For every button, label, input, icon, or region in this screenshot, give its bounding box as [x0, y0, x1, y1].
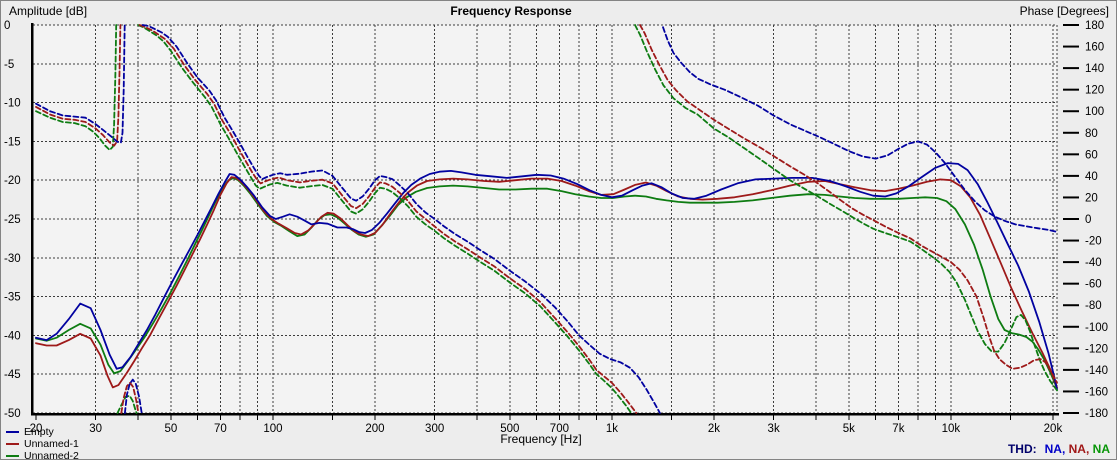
svg-text:-25: -25 — [4, 214, 21, 226]
x-axis-labels: 20 30 50 70 100 200 300 500 700 1k 2k 3k 5k 7k 10k 20k — [30, 423, 1063, 435]
curve-unnamed-2-phase — [35, 24, 118, 151]
svg-text:-15: -15 — [4, 136, 21, 148]
thd-separator: , — [1061, 442, 1069, 456]
phase-axis-title: Phase [Degrees] — [1019, 4, 1109, 18]
amplitude-axis-title: Amplitude [dB] — [9, 4, 88, 18]
thd-value-1: NA — [1068, 442, 1086, 456]
svg-text:-10: -10 — [4, 98, 21, 110]
svg-text:200: 200 — [365, 423, 384, 435]
curve-unnamed-1-phase — [120, 381, 140, 414]
svg-text:-5: -5 — [4, 59, 14, 71]
svg-text:20: 20 — [30, 423, 43, 435]
svg-text:2k: 2k — [708, 423, 720, 435]
x-axis-ticks — [35, 415, 1054, 420]
svg-text:-120: -120 — [1085, 343, 1108, 355]
legend-item-unnamed-1: Unnamed-1 — [6, 438, 79, 450]
chart-title: Frequency Response — [450, 4, 572, 18]
svg-text:-100: -100 — [1085, 322, 1108, 334]
svg-text:300: 300 — [425, 423, 444, 435]
svg-text:-30: -30 — [4, 253, 21, 265]
legend-swatch-unnamed-2 — [6, 455, 19, 457]
svg-text:0: 0 — [4, 20, 10, 32]
curve-unnamed-2-amplitude — [35, 177, 1058, 390]
curve-unnamed-1-phase — [35, 24, 122, 147]
legend-swatch-empty — [6, 431, 19, 433]
svg-text:70: 70 — [214, 423, 227, 435]
thd-separator: , — [1085, 442, 1093, 456]
svg-text:120: 120 — [1085, 85, 1104, 97]
svg-text:-160: -160 — [1085, 386, 1108, 398]
curve-empty-phase — [35, 24, 126, 144]
svg-text:180: 180 — [1085, 20, 1104, 32]
curve-unnamed-1-phase — [639, 24, 1058, 384]
phase-axis-labels: 180 160 140 120 100 80 60 40 20 0 -20 -40 -60 -80 -100… — [1085, 20, 1108, 420]
svg-text:-20: -20 — [1085, 236, 1102, 248]
svg-text:10k: 10k — [942, 423, 961, 435]
legend-item-empty: Empty — [6, 426, 79, 438]
svg-text:3k: 3k — [768, 423, 780, 435]
thd-value-0: NA — [1044, 442, 1062, 456]
svg-text:-45: -45 — [4, 369, 21, 381]
svg-text:-35: -35 — [4, 292, 21, 304]
legend-label-unnamed-2: Unnamed-2 — [24, 450, 79, 460]
legend: Empty Unnamed-1 Unnamed-2 — [6, 426, 79, 460]
svg-text:100: 100 — [1085, 106, 1104, 118]
legend-swatch-unnamed-1 — [6, 443, 19, 445]
curve-unnamed-2-phase — [137, 24, 633, 414]
curve-unnamed-2-phase — [634, 24, 1058, 392]
svg-text:160: 160 — [1085, 42, 1104, 54]
thd-values: NA, NA, NA — [1045, 442, 1110, 456]
svg-text:-80: -80 — [1085, 300, 1102, 312]
svg-text:50: 50 — [164, 423, 177, 435]
curve-empty-phase — [662, 26, 1058, 233]
svg-text:-180: -180 — [1085, 408, 1108, 420]
svg-text:40: 40 — [1085, 171, 1098, 183]
svg-text:-140: -140 — [1085, 365, 1108, 377]
svg-text:-40: -40 — [1085, 257, 1102, 269]
svg-text:60: 60 — [1085, 149, 1098, 161]
svg-text:140: 140 — [1085, 63, 1104, 75]
phase-axis-ticks — [1063, 24, 1079, 414]
svg-text:7k: 7k — [892, 423, 904, 435]
svg-text:20: 20 — [1085, 192, 1098, 204]
svg-text:1k: 1k — [606, 423, 618, 435]
thd-label: THD: — [1007, 442, 1037, 456]
curve-unnamed-1-phase — [138, 24, 638, 414]
svg-text:-20: -20 — [4, 175, 21, 187]
thd-value-2: NA — [1092, 442, 1110, 456]
curve-empty-amplitude — [35, 162, 1058, 391]
legend-item-unnamed-2: Unnamed-2 — [6, 450, 79, 460]
frequency-axis-label: Frequency [Hz] — [500, 432, 582, 446]
svg-text:-50: -50 — [4, 408, 21, 420]
svg-text:100: 100 — [263, 423, 282, 435]
svg-text:30: 30 — [89, 423, 102, 435]
curve-unnamed-2-phase — [116, 394, 138, 414]
curve-empty-phase — [124, 378, 143, 414]
svg-text:-40: -40 — [4, 330, 21, 342]
curve-unnamed-1-amplitude — [35, 176, 1058, 389]
axis-frame — [30, 23, 1059, 416]
svg-text:700: 700 — [550, 423, 569, 435]
svg-text:80: 80 — [1085, 128, 1098, 140]
curves — [35, 24, 1058, 414]
legend-label-empty: Empty — [24, 426, 54, 438]
svg-text:500: 500 — [500, 423, 519, 435]
svg-text:-60: -60 — [1085, 279, 1102, 291]
curve-empty-phase — [141, 24, 661, 414]
thd-readout: THD: NA, NA, NA — [1008, 442, 1110, 456]
svg-text:0: 0 — [1085, 214, 1091, 226]
svg-text:20k: 20k — [1044, 423, 1063, 435]
legend-label-unnamed-1: Unnamed-1 — [24, 438, 79, 450]
svg-text:5k: 5k — [843, 423, 855, 435]
amplitude-axis-labels: 0 -5 -10 -15 -20 -25 -30 -35 -40 -45 -50 — [4, 20, 21, 420]
